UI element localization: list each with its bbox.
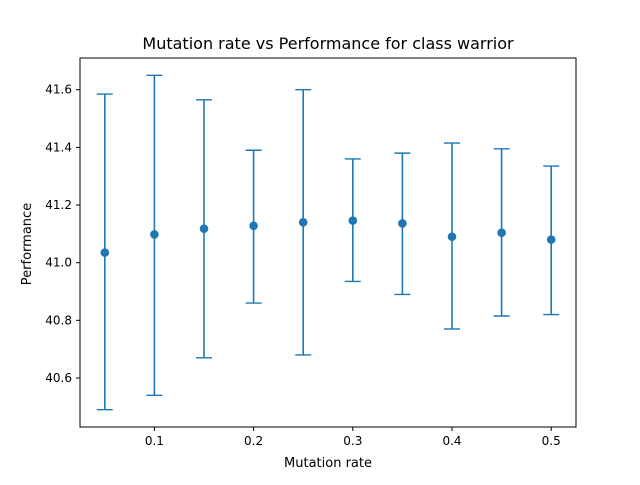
y-tick-label: 41.2 [45,198,72,212]
data-point [398,219,407,228]
data-point [100,248,110,257]
y-tick-label: 40.8 [45,313,72,327]
data-point [249,221,258,231]
y-tick-label: 41.6 [45,83,72,97]
data-point [497,228,506,237]
data-point [348,216,358,225]
y-axis-label: Performance [20,203,35,285]
data-point [546,235,556,244]
data-point [150,230,159,239]
x-tick-label: 0.4 [442,434,461,448]
x-tick-label: 0.3 [343,434,362,448]
data-point [199,224,209,233]
x-tick-label: 0.5 [542,434,561,448]
data-point [447,232,457,242]
x-axis-label: Mutation rate [284,456,372,471]
y-tick-label: 41.0 [45,256,72,270]
y-tick-label: 40.6 [45,371,72,385]
x-tick-label: 0.2 [244,434,263,448]
x-tick-label: 0.1 [145,434,164,448]
data-point [298,218,308,227]
chart-title: Mutation rate vs Performance for class w… [142,34,514,53]
ticks-layer: 0.1 0.2 0.3 0.4 0.5 40.6 40.8 41.0 41.2 41.4 41.6 [45,83,560,448]
y-tick-label: 41.4 [45,140,72,154]
axes-frame [79,57,577,428]
marks-layer [96,74,560,411]
